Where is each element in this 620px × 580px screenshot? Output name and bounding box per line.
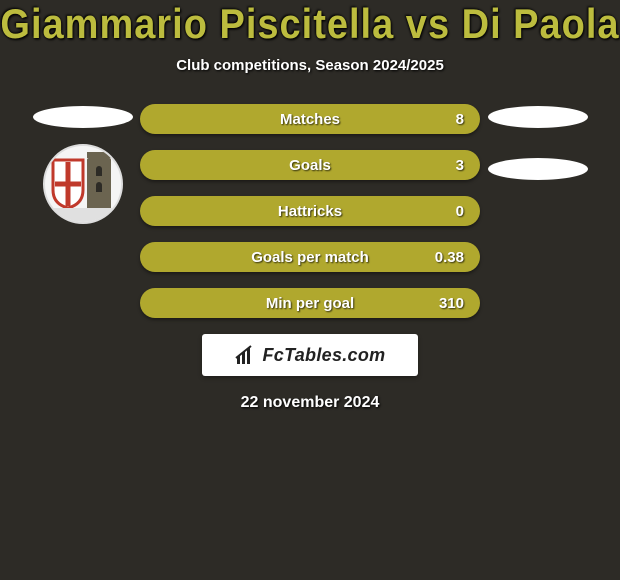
stat-label: Hattricks [278, 203, 342, 220]
stat-value: 0 [456, 203, 464, 220]
right-player-column [480, 104, 595, 180]
left-flag-oval [33, 106, 133, 128]
comparison-content: Matches 8 Goals 3 Hattricks 0 Goals per … [0, 104, 620, 318]
brand-text: FcTables.com [263, 345, 386, 366]
bar-chart-icon [235, 344, 257, 366]
stat-bar-matches: Matches 8 [140, 104, 480, 134]
stat-label: Goals per match [251, 249, 369, 266]
left-club-badge [43, 144, 123, 224]
stat-value: 8 [456, 111, 464, 128]
brand-box: FcTables.com [202, 334, 418, 376]
stat-value: 0.38 [435, 249, 464, 266]
right-club-oval [488, 158, 588, 180]
stat-label: Matches [280, 111, 340, 128]
badge-banner [49, 208, 117, 224]
stat-value: 310 [439, 295, 464, 312]
right-flag-oval [488, 106, 588, 128]
stat-bar-goals: Goals 3 [140, 150, 480, 180]
stat-label: Min per goal [266, 295, 354, 312]
left-player-column [25, 104, 140, 224]
shield-icon [51, 158, 85, 208]
stat-label: Goals [289, 157, 331, 174]
tower-icon [87, 158, 111, 208]
date-line: 22 november 2024 [0, 394, 620, 412]
stat-bars: Matches 8 Goals 3 Hattricks 0 Goals per … [140, 104, 480, 318]
stat-bar-hattricks: Hattricks 0 [140, 196, 480, 226]
stat-value: 3 [456, 157, 464, 174]
page-title: Giammario Piscitella vs Di Paola [0, 2, 620, 49]
subtitle: Club competitions, Season 2024/2025 [0, 57, 620, 74]
stat-bar-min-per-goal: Min per goal 310 [140, 288, 480, 318]
stat-bar-goals-per-match: Goals per match 0.38 [140, 242, 480, 272]
